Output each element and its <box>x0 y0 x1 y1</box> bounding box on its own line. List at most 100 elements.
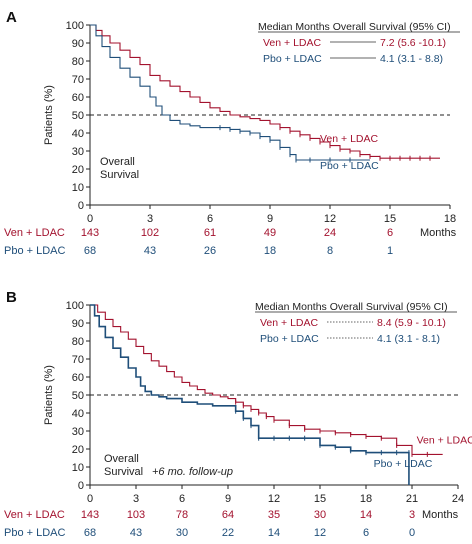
series-label: Pbo + LDAC <box>374 458 433 470</box>
y-tick-label: 40 <box>72 128 84 140</box>
risk-row-label: Ven + LDAC <box>4 227 65 239</box>
series-label: Ven + LDAC <box>417 435 472 447</box>
y-tick-label: 90 <box>72 38 84 50</box>
risk-value: 143 <box>81 227 99 239</box>
x-tick-label: 6 <box>179 493 185 505</box>
legend-entry-value: 8.4 (5.9 - 10.1) <box>377 317 446 329</box>
y-tick-label: 20 <box>72 164 84 176</box>
x-axis-label: Months <box>422 509 459 521</box>
risk-value: 43 <box>144 245 156 257</box>
legend-entry-value: 7.2 (5.6 -10.1) <box>380 37 446 49</box>
legend-entry-value: 4.1 (3.1 - 8.1) <box>377 333 440 345</box>
risk-value: 22 <box>222 527 234 539</box>
legend: Median Months Overall Survival (95% CI) V… <box>258 21 460 65</box>
y-axis-label: Patients (%) <box>43 85 55 145</box>
risk-value: 3 <box>409 509 415 521</box>
risk-value: 68 <box>84 245 96 257</box>
legend-entry-name: Pbo + LDAC <box>260 333 319 345</box>
x-tick-label: 12 <box>268 493 280 505</box>
legend-entry-name: Pbo + LDAC <box>263 53 322 65</box>
x-tick-label: 3 <box>133 493 139 505</box>
y-axis-label: Patients (%) <box>43 365 55 425</box>
risk-value: 78 <box>176 509 188 521</box>
panel-letter: A <box>6 9 17 26</box>
risk-value: 24 <box>324 227 336 239</box>
x-tick-label: 9 <box>267 213 273 225</box>
risk-value: 0 <box>409 527 415 539</box>
risk-value: 35 <box>268 509 280 521</box>
y-tick-label: 30 <box>72 146 84 158</box>
risk-row-label: Pbo + LDAC <box>4 527 66 539</box>
panel-a: A 0 10 20 30 40 50 60 70 80 90 100 Patients (%) 0 3 6 9 1… <box>4 9 460 257</box>
y-tick-label: 100 <box>66 20 84 32</box>
legend-title: Median Months Overall Survival (95% CI) <box>258 21 451 33</box>
y-tick-label: 90 <box>72 318 84 330</box>
series-line-ven <box>90 304 443 455</box>
x-tick-label: 9 <box>225 493 231 505</box>
series-label: Pbo + LDAC <box>320 160 379 172</box>
y-tick-label: 100 <box>66 300 84 312</box>
x-tick-label: 0 <box>87 493 93 505</box>
risk-row-label: Pbo + LDAC <box>4 245 66 257</box>
x-tick-label: 24 <box>452 493 464 505</box>
x-tick-label: 18 <box>360 493 372 505</box>
legend: Median Months Overall Survival (95% CI) V… <box>255 301 457 345</box>
risk-value: 18 <box>264 245 276 257</box>
y-tick-label: 40 <box>72 408 84 420</box>
x-tick-label: 15 <box>314 493 326 505</box>
y-tick-label: 70 <box>72 354 84 366</box>
risk-value: 30 <box>176 527 188 539</box>
risk-value: 102 <box>141 227 159 239</box>
risk-value: 64 <box>222 509 234 521</box>
risk-value: 6 <box>387 227 393 239</box>
overall-survival-annotation: Survival <box>100 169 139 181</box>
y-tick-label: 0 <box>78 200 84 212</box>
risk-value: 49 <box>264 227 276 239</box>
risk-value: 68 <box>84 527 96 539</box>
risk-value: 14 <box>268 527 280 539</box>
risk-value: 6 <box>363 527 369 539</box>
risk-value: 143 <box>81 509 99 521</box>
x-tick-label: 21 <box>406 493 418 505</box>
series-line-ven <box>90 24 440 159</box>
overall-survival-annotation: Overall <box>104 453 139 465</box>
risk-value: 26 <box>204 245 216 257</box>
y-tick-label: 50 <box>72 110 84 122</box>
y-tick-label: 80 <box>72 56 84 68</box>
overall-survival-annotation: Survival <box>104 466 143 478</box>
x-tick-label: 6 <box>207 213 213 225</box>
x-tick-label: 12 <box>324 213 336 225</box>
risk-value: 103 <box>127 509 145 521</box>
legend-entry-value: 4.1 (3.1 - 8.8) <box>380 53 443 65</box>
risk-value: 1 <box>387 245 393 257</box>
risk-value: 61 <box>204 227 216 239</box>
risk-value: 8 <box>327 245 333 257</box>
x-tick-label: 0 <box>87 213 93 225</box>
y-tick-label: 60 <box>72 92 84 104</box>
risk-value: 30 <box>314 509 326 521</box>
follow-up-note: +6 mo. follow-up <box>152 466 233 478</box>
risk-value: 14 <box>360 509 372 521</box>
overall-survival-annotation: Overall <box>100 156 135 168</box>
y-tick-label: 10 <box>72 462 84 474</box>
x-tick-label: 15 <box>384 213 396 225</box>
x-axis-label: Months <box>420 227 457 239</box>
y-tick-label: 10 <box>72 182 84 194</box>
legend-title: Median Months Overall Survival (95% CI) <box>255 301 448 313</box>
y-tick-label: 30 <box>72 426 84 438</box>
y-tick-label: 20 <box>72 444 84 456</box>
legend-entry-name: Ven + LDAC <box>260 317 318 329</box>
y-tick-label: 80 <box>72 336 84 348</box>
y-tick-label: 50 <box>72 390 84 402</box>
x-tick-label: 18 <box>444 213 456 225</box>
risk-value: 12 <box>314 527 326 539</box>
risk-row-label: Ven + LDAC <box>4 509 65 521</box>
y-tick-label: 0 <box>78 480 84 492</box>
risk-value: 43 <box>130 527 142 539</box>
x-tick-label: 3 <box>147 213 153 225</box>
panel-letter: B <box>6 289 17 306</box>
series-label: Ven + LDAC <box>320 133 378 145</box>
legend-entry-name: Ven + LDAC <box>263 37 321 49</box>
